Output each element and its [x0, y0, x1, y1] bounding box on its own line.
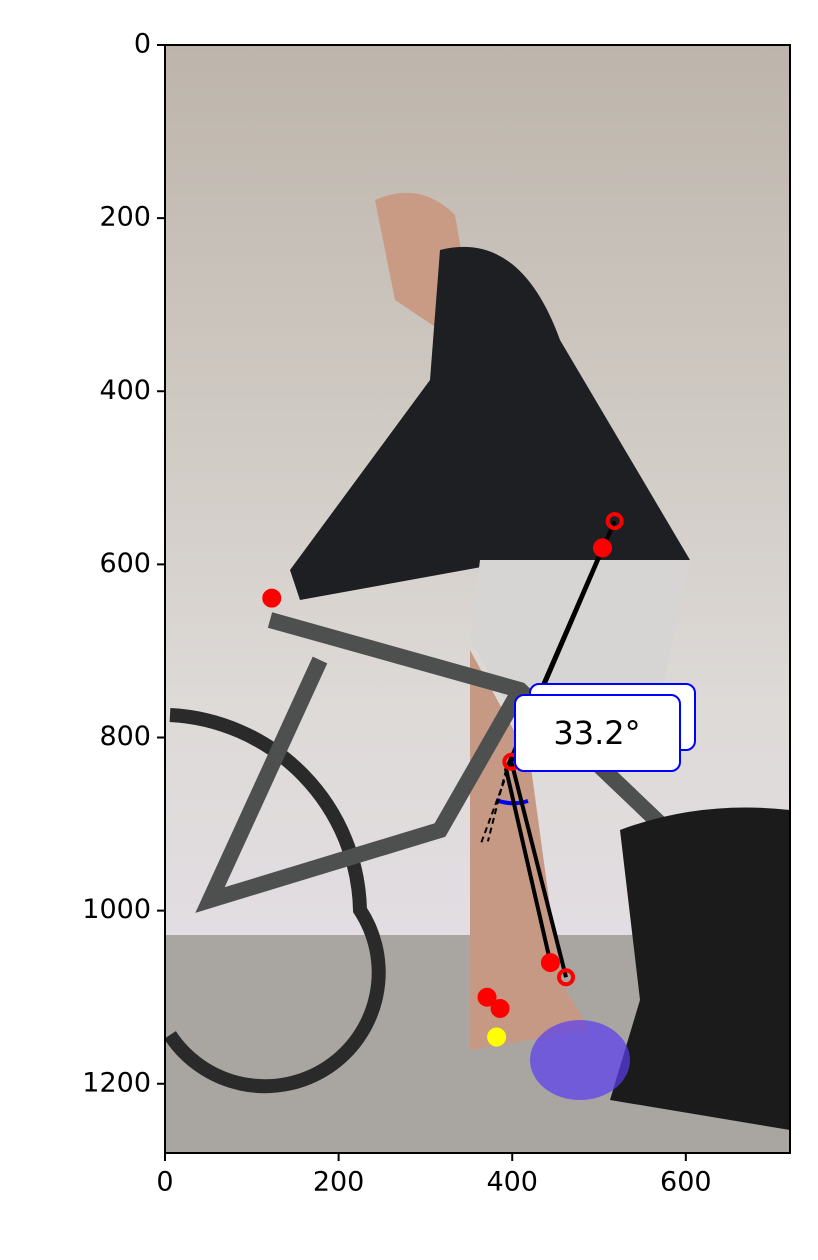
y-tick-label: 200 [99, 202, 151, 233]
skeleton-line [486, 769, 508, 842]
keypoint [540, 953, 560, 973]
keypoint [490, 998, 510, 1018]
y-tick-label: 1000 [82, 894, 151, 925]
x-tick-label: 600 [660, 1167, 712, 1198]
y-tick-label: 600 [99, 548, 151, 579]
x-tick-label: 200 [313, 1167, 365, 1198]
skeleton-line [479, 761, 513, 847]
photo [165, 45, 790, 1153]
annotation-box [514, 694, 681, 772]
x-tick-label: 0 [156, 1167, 173, 1198]
keypoint [262, 588, 282, 608]
keypoint [605, 512, 624, 531]
y-tick-label: 800 [99, 721, 151, 752]
keypoint [557, 968, 576, 987]
keypoint [477, 987, 497, 1007]
angle-label: 33.2° [553, 714, 640, 752]
y-tick-label: 400 [99, 375, 151, 406]
axes-frame [164, 44, 791, 1154]
keypoint [593, 538, 612, 558]
y-tick-label: 1200 [82, 1067, 151, 1098]
y-tick-label: 0 [134, 29, 151, 60]
x-tick-label: 400 [486, 1167, 538, 1198]
keypoint [487, 1027, 507, 1047]
